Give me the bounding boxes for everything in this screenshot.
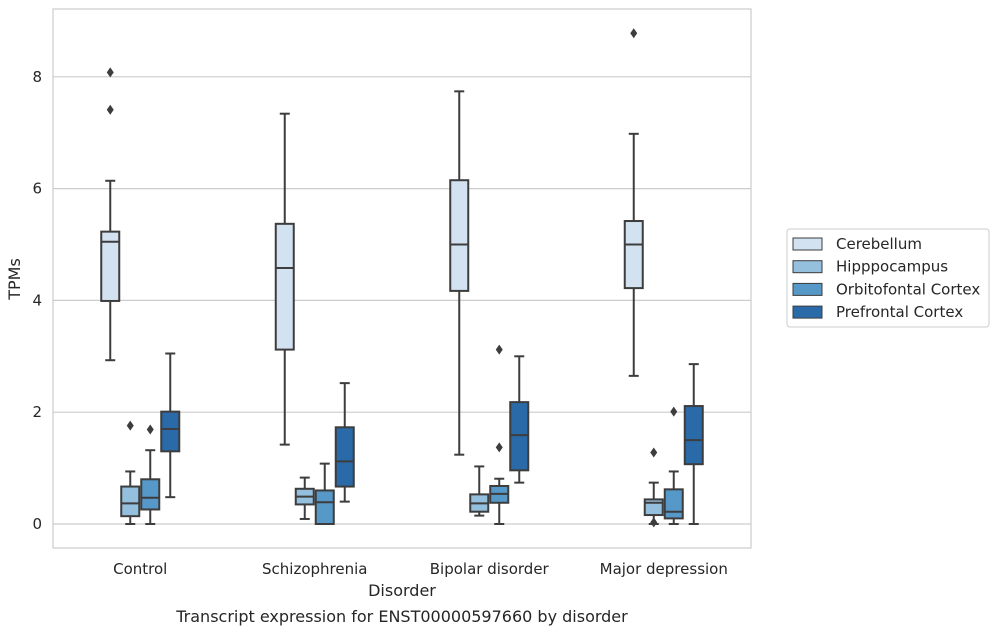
box (449, 179, 470, 292)
series-orbitofontal-cortex (140, 344, 684, 525)
outlier-point (126, 420, 134, 431)
box-series (100, 28, 704, 528)
legend-swatch (792, 260, 823, 274)
box (160, 410, 181, 453)
legend-label: Cerebellum (836, 235, 922, 253)
y-tick-label: 8 (32, 68, 42, 86)
y-tick-label: 6 (32, 180, 42, 198)
outlier-point (495, 344, 503, 355)
y-axis-label: TPMs (5, 258, 24, 301)
x-tick-labels: Control Schizophrenia Bipolar disorder Majo… (113, 560, 728, 578)
series-prefrontal-cortex (160, 352, 704, 525)
box (509, 401, 530, 472)
legend-label: Prefrontal Cortex (836, 303, 963, 321)
y-tick-label: 2 (32, 403, 42, 421)
outlier-point (650, 447, 658, 458)
outlier-point (650, 517, 658, 528)
plot-area (52, 8, 752, 549)
box (683, 405, 704, 466)
x-tick-label: Schizophrenia (262, 560, 367, 578)
y-tick-label: 0 (32, 515, 42, 533)
box (663, 488, 684, 520)
legend-swatch (792, 237, 823, 251)
outlier-point (670, 406, 678, 417)
legend-swatch (792, 305, 823, 319)
x-tick-label: Major depression (600, 560, 728, 578)
box (120, 485, 141, 518)
legend-label: Hipppocampus (836, 258, 948, 276)
box (100, 230, 121, 302)
box (623, 220, 644, 290)
x-tick-label: Control (113, 560, 167, 578)
y-tick-label: 4 (32, 291, 42, 309)
y-tick-labels: 0 2 4 6 8 (32, 68, 42, 533)
x-axis-label: Disorder (368, 581, 436, 600)
box (334, 426, 355, 488)
outlier-point (146, 424, 154, 435)
outlier-point (630, 28, 638, 39)
outlier-point (495, 442, 503, 453)
legend-label: Orbitofontal Cortex (836, 280, 980, 298)
outlier-point (106, 67, 114, 78)
box (314, 489, 335, 525)
series-cerebellum (100, 28, 644, 456)
box (140, 478, 161, 511)
series-hipppocampus (120, 420, 664, 528)
box (274, 222, 295, 351)
legend-frame (786, 228, 990, 328)
legend-swatch (792, 282, 823, 296)
x-tick-label: Bipolar disorder (430, 560, 550, 578)
chart-caption: Transcript expression for ENST0000059766… (175, 607, 628, 626)
legend: Cerebellum Hipppocampus Orbitofontal Corte… (786, 228, 990, 328)
box (643, 498, 664, 517)
outlier-point (106, 104, 114, 115)
